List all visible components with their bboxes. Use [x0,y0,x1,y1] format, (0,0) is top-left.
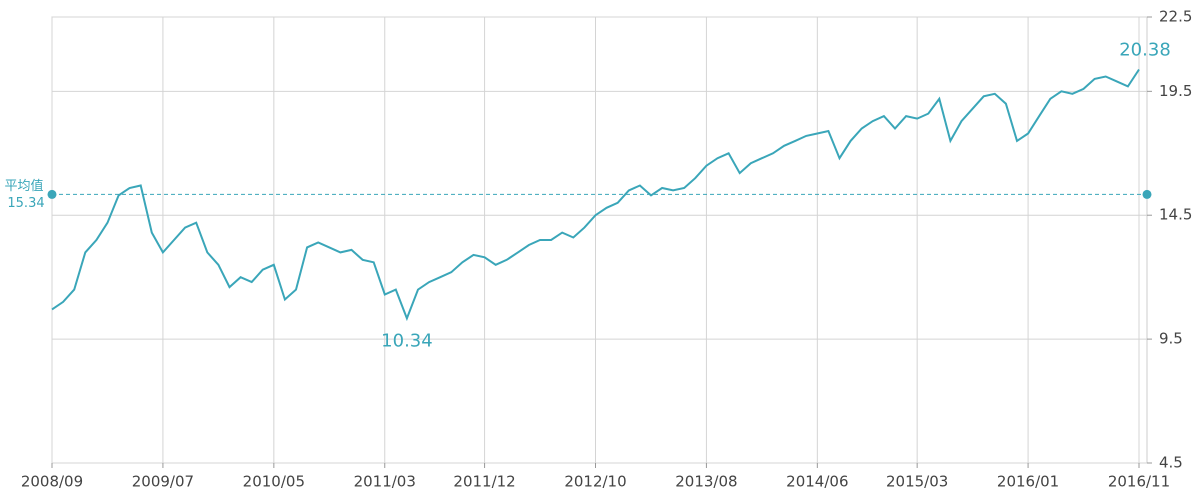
x-tick-label: 2014/06 [786,473,848,491]
x-tick-label: 2008/09 [21,473,83,491]
max-label: 20.38 [1119,40,1171,61]
x-tick-label: 2011/03 [354,473,416,491]
plot-frame [51,16,1148,464]
mean-dot [1142,189,1152,199]
mean-value: 15.34 [7,196,44,211]
data-line [51,68,1140,322]
x-tick-label: 2016/01 [997,473,1059,491]
x-tick-label: 2011/12 [453,473,515,491]
y-tick-label: 22.5 [1159,8,1192,26]
x-tick-label: 2013/08 [675,473,737,491]
x-tick-label: 2012/10 [564,473,626,491]
y-tick-label: 14.5 [1159,206,1192,224]
x-tick-label: 2009/07 [132,473,194,491]
x-tick-label: 2016/11 [1108,473,1170,491]
mean-label: 平均值 [4,178,43,194]
x-tick-label: 2010/05 [243,473,305,491]
y-tick-label: 19.5 [1159,82,1192,100]
mean-dot [47,189,57,199]
y-tick-label: 9.5 [1159,330,1183,348]
y-tick-label: 4.5 [1159,454,1183,472]
x-tick-label: 2015/03 [886,473,948,491]
min-label: 10.34 [381,330,433,351]
